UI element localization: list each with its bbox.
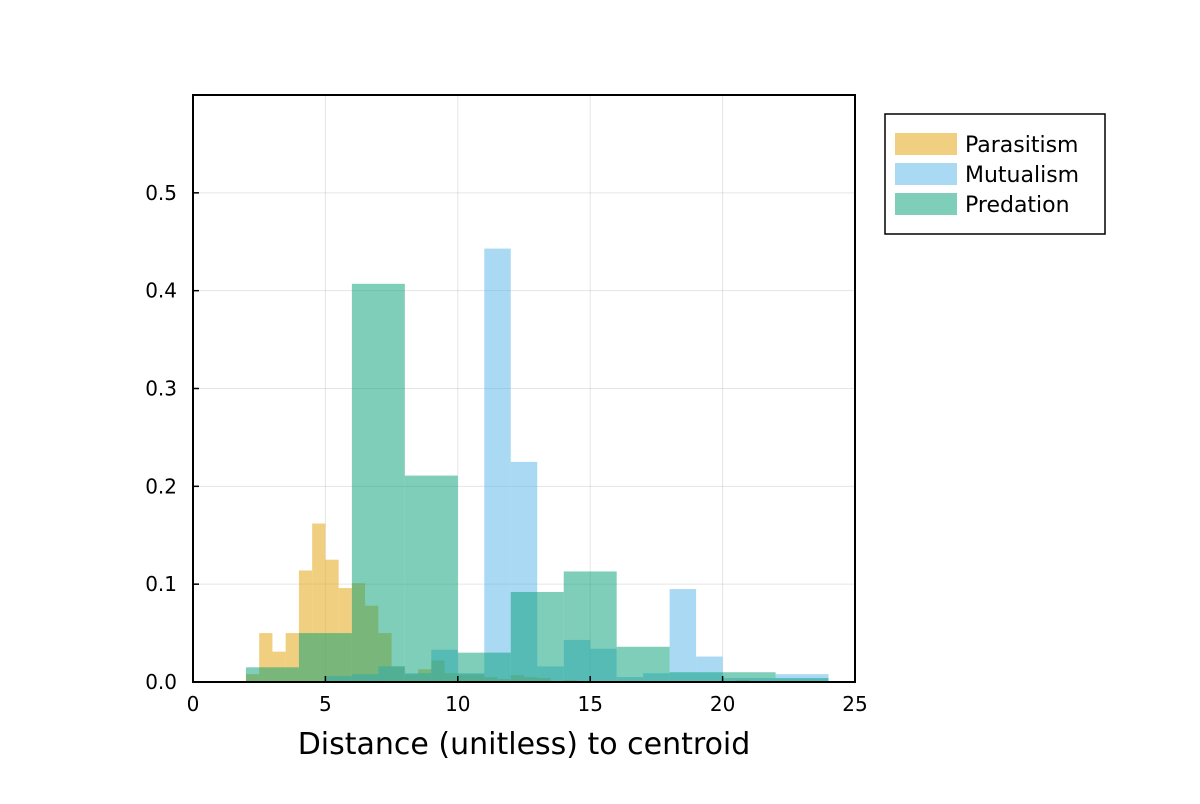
y-tick-label-0: 0.0: [145, 670, 177, 694]
bar-predation-7: [616, 646, 670, 682]
legend-swatch-predation: [895, 193, 957, 215]
bar-predation-4: [457, 652, 511, 682]
series-predation: [245, 283, 829, 682]
y-tick-label-1: 0.1: [145, 572, 177, 596]
legend-label-mutualism: Mutualism: [965, 163, 1079, 188]
y-tick-label-5: 0.5: [145, 181, 177, 205]
bar-predation-9: [722, 672, 776, 682]
legend-swatch-parasitism: [895, 133, 957, 155]
bar-predation-0: [245, 667, 299, 682]
bar-mutualism-6: [484, 248, 511, 682]
bar-predation-5: [510, 591, 564, 682]
y-tick-label-2: 0.2: [145, 474, 177, 498]
histogram-bars: [232, 248, 829, 682]
bar-predation-6: [563, 571, 617, 682]
x-tick-label-2: 10: [445, 692, 470, 716]
y-tick-label-3: 0.3: [145, 377, 177, 401]
legend: Parasitism Mutualism Predation: [884, 113, 1106, 235]
bar-predation-10: [775, 678, 829, 682]
legend-label-parasitism: Parasitism: [965, 133, 1079, 158]
x-tick-label-5: 25: [842, 692, 867, 716]
x-axis-label: Distance (unitless) to centroid: [298, 727, 751, 762]
bar-predation-8: [669, 672, 723, 682]
axis-ticks: 0 5 10 15 20 25 0.0 0.1 0.2 0.3 0.4 0.5: [145, 181, 868, 716]
x-tick-label-4: 20: [710, 692, 735, 716]
x-tick-label-1: 5: [319, 692, 332, 716]
legend-label-predation: Predation: [965, 193, 1070, 218]
x-tick-label-0: 0: [187, 692, 200, 716]
x-tick-label-3: 15: [577, 692, 602, 716]
bar-mutualism-13: [669, 589, 697, 682]
y-tick-label-4: 0.4: [145, 279, 177, 303]
legend-swatch-mutualism: [895, 163, 957, 185]
bar-predation-1: [298, 633, 352, 682]
bar-predation-2: [351, 283, 405, 682]
bar-predation-3: [404, 475, 458, 682]
